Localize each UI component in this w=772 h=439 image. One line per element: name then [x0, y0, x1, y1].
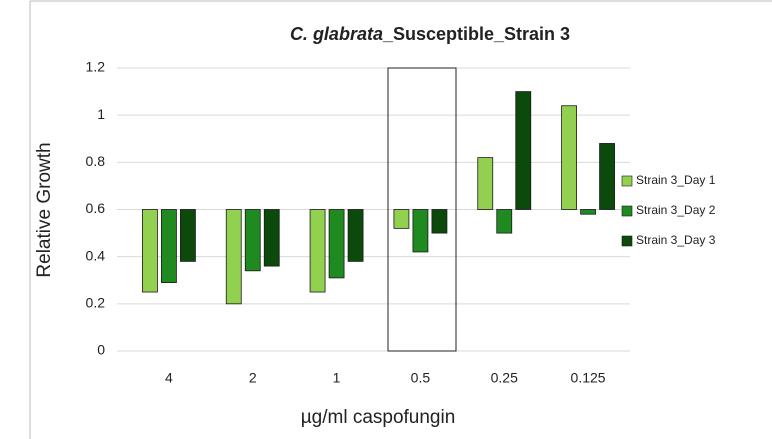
bar [580, 209, 596, 215]
bar [412, 209, 429, 253]
title-italic: C. glabrata [290, 24, 383, 44]
bar [431, 209, 448, 234]
title-rest: _Susceptible_Strain 3 [382, 24, 570, 44]
x-tick-label: 0.125 [571, 370, 606, 386]
y-tick-label: 0.2 [86, 295, 106, 311]
legend-swatch [621, 235, 633, 247]
bar [347, 209, 364, 262]
chart-title: C. glabrata_Susceptible_Strain 3 [290, 24, 570, 44]
bar [561, 105, 577, 210]
bar [180, 209, 196, 262]
y-tick-label: 0 [97, 342, 105, 358]
bar [309, 209, 326, 293]
x-axis-label: µg/ml caspofungin [301, 407, 456, 428]
highlight-box [387, 67, 457, 352]
legend-label: Strain 3_Day 2 [636, 203, 716, 217]
bar [142, 209, 158, 293]
y-tick-label: 0.4 [86, 247, 106, 263]
x-tick-label: 0.25 [491, 370, 518, 386]
x-tick-label: 2 [249, 370, 257, 386]
y-tick-label: 0.8 [86, 153, 106, 169]
legend-swatch [621, 175, 633, 187]
bar [225, 209, 242, 305]
bar [263, 209, 280, 267]
x-tick-label: 4 [165, 370, 173, 386]
y-tick-label: 0.6 [86, 200, 106, 216]
bar [161, 209, 177, 284]
y-axis-label: Relative Growth [34, 142, 55, 277]
legend-swatch [621, 205, 633, 217]
legend-label: Strain 3_Day 1 [636, 173, 716, 187]
legend-label: Strain 3_Day 3 [636, 233, 716, 247]
bar [515, 91, 532, 210]
bar [477, 157, 494, 210]
bar [496, 209, 513, 234]
bar [599, 143, 615, 210]
y-tick-label: 1.2 [86, 59, 106, 75]
x-tick-label: 1 [333, 370, 341, 386]
x-tick-label: 0.5 [411, 370, 431, 386]
bar [244, 209, 261, 272]
bar [393, 209, 410, 229]
y-tick-label: 1 [97, 106, 105, 122]
bar [328, 209, 345, 279]
